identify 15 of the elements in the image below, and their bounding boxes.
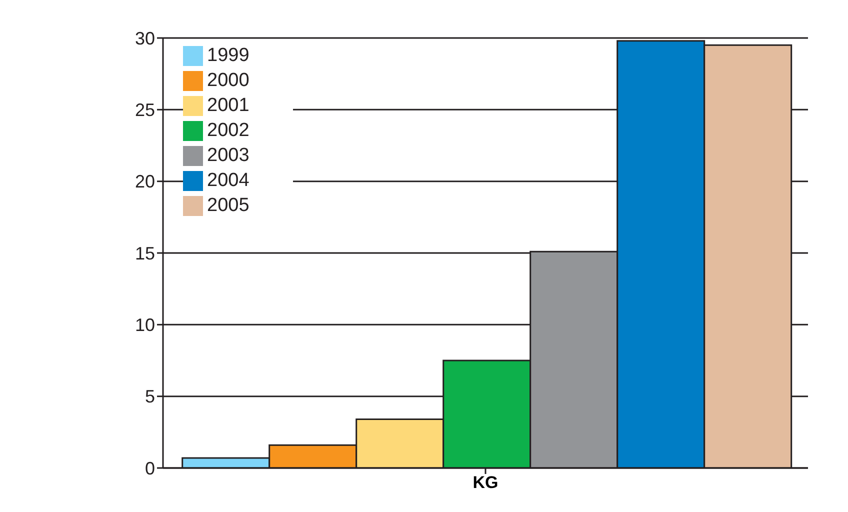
legend-label: 2001 [207, 95, 250, 116]
x-tick-label: KG [472, 473, 498, 492]
legend-label: 2005 [207, 195, 250, 216]
y-tick-label: 25 [134, 100, 155, 120]
legend-label: 2004 [207, 170, 250, 191]
legend-label: 1999 [207, 45, 250, 66]
y-tick-label: 15 [134, 243, 155, 264]
y-tick-label: 5 [144, 386, 155, 407]
y-tick-label: 0 [144, 458, 155, 478]
legend-label: 2002 [207, 120, 250, 141]
legend-label: 2000 [207, 70, 250, 91]
y-tick-label: 30 [134, 28, 155, 48]
legend-label: 2003 [207, 145, 250, 166]
y-tick-label: 10 [134, 315, 155, 336]
y-tick-label: 20 [134, 172, 155, 192]
